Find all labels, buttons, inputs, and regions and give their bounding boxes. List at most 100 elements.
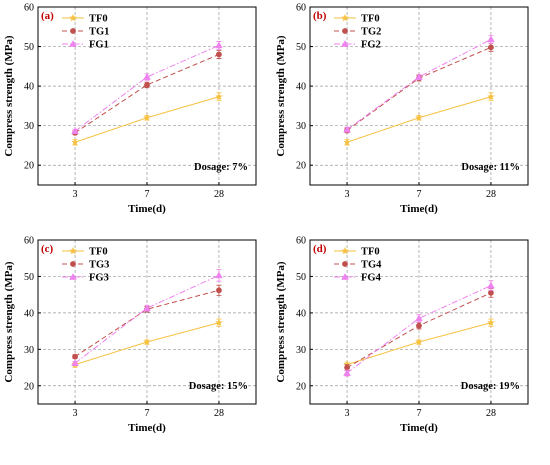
data-point bbox=[216, 51, 222, 58]
data-point bbox=[143, 304, 151, 311]
y-tick-label: 20 bbox=[24, 381, 34, 392]
legend-marker bbox=[70, 261, 76, 267]
chart-panel: 20 30 40 50 60 3 7 28 Time(d) Compress strength (… bbox=[275, 236, 529, 434]
chart-panel: 20 30 40 50 60 3 7 28 Time(d) Compress strength (… bbox=[275, 3, 529, 215]
x-tick-label: 3 bbox=[73, 408, 78, 419]
y-tick-label: 30 bbox=[296, 345, 306, 356]
x-tick-label: 7 bbox=[417, 408, 422, 419]
legend-label: TF0 bbox=[89, 14, 108, 25]
y-tick-label: 40 bbox=[296, 82, 306, 93]
data-point bbox=[343, 369, 351, 376]
legend-marker bbox=[69, 40, 77, 47]
legend-marker bbox=[341, 246, 349, 255]
legend-label: FG1 bbox=[89, 40, 109, 51]
y-tick-label: 40 bbox=[24, 308, 34, 319]
legend-label: FG2 bbox=[361, 40, 381, 51]
dosage-annotation: Dosage: 19% bbox=[461, 381, 520, 392]
y-tick-label: 30 bbox=[24, 345, 34, 356]
y-axis-label: Compress strength (MPa) bbox=[3, 35, 15, 157]
y-axis-label: Compress strength (MPa) bbox=[275, 35, 287, 157]
x-axis-label: Time(d) bbox=[128, 422, 166, 434]
series-TF0 bbox=[71, 92, 223, 146]
data-point bbox=[488, 289, 494, 296]
legend-label: TG4 bbox=[361, 260, 382, 271]
legend-label: TG2 bbox=[361, 27, 381, 38]
legend-label: TF0 bbox=[361, 247, 380, 258]
legend: TF0 TG1 FG1 bbox=[62, 14, 109, 51]
y-axis-label: Compress strength (MPa) bbox=[275, 261, 287, 383]
panel-label: (b) bbox=[313, 10, 327, 22]
x-tick-label: 3 bbox=[345, 189, 350, 200]
x-axis-label: Time(d) bbox=[400, 203, 438, 215]
dosage-annotation: Dosage: 15% bbox=[189, 381, 248, 392]
legend: TF0 TG4 FG4 bbox=[334, 247, 382, 284]
y-tick-label: 20 bbox=[296, 161, 306, 172]
panel-label: (a) bbox=[41, 10, 54, 22]
legend-marker bbox=[341, 13, 349, 22]
data-point bbox=[143, 73, 151, 80]
y-tick-label: 60 bbox=[296, 3, 306, 14]
series-line bbox=[74, 289, 220, 358]
data-point bbox=[343, 138, 352, 146]
panel-label: (c) bbox=[41, 243, 54, 255]
data-point bbox=[487, 35, 495, 43]
y-tick-label: 60 bbox=[24, 3, 34, 14]
data-point bbox=[343, 125, 351, 133]
data-point bbox=[415, 113, 423, 122]
y-tick-label: 50 bbox=[24, 272, 34, 283]
legend-label: FG4 bbox=[361, 273, 382, 284]
data-point bbox=[143, 113, 151, 122]
chart-panel: 20 30 40 50 60 3 7 28 Time(d) Compress strength (… bbox=[3, 236, 257, 434]
data-point bbox=[216, 287, 222, 294]
x-tick-label: 3 bbox=[345, 408, 350, 419]
dosage-annotation: Dosage: 11% bbox=[461, 162, 520, 173]
data-point bbox=[143, 337, 151, 346]
panel-label: (d) bbox=[313, 243, 327, 255]
legend: TF0 TG2 FG2 bbox=[334, 14, 381, 51]
y-tick-label: 20 bbox=[24, 161, 34, 172]
legend-marker bbox=[342, 261, 348, 267]
data-point bbox=[71, 359, 79, 366]
series-FG1 bbox=[71, 41, 223, 135]
x-axis-label: Time(d) bbox=[128, 203, 166, 215]
data-point bbox=[214, 92, 223, 101]
x-tick-label: 3 bbox=[73, 189, 78, 200]
data-point bbox=[416, 322, 422, 329]
series-line bbox=[74, 274, 220, 364]
legend-marker bbox=[69, 246, 77, 255]
legend-label: TG1 bbox=[89, 27, 109, 38]
x-tick-label: 28 bbox=[486, 408, 496, 419]
y-tick-label: 50 bbox=[24, 42, 34, 53]
y-tick-label: 50 bbox=[296, 272, 306, 283]
legend-marker bbox=[341, 40, 349, 47]
data-point bbox=[415, 73, 423, 80]
series-line bbox=[74, 44, 220, 132]
y-tick-label: 60 bbox=[24, 236, 34, 247]
x-tick-label: 28 bbox=[486, 189, 496, 200]
legend-marker bbox=[69, 13, 77, 22]
y-tick-label: 20 bbox=[296, 381, 306, 392]
chart-panel: 20 30 40 50 60 3 7 28 Time(d) Compress strength (… bbox=[3, 3, 257, 215]
legend-label: TF0 bbox=[361, 14, 380, 25]
x-tick-label: 7 bbox=[145, 408, 150, 419]
data-point bbox=[214, 318, 223, 327]
legend-label: FG3 bbox=[89, 273, 109, 284]
x-tick-label: 7 bbox=[417, 189, 422, 200]
series-line bbox=[346, 285, 492, 374]
dosage-annotation: Dosage: 7% bbox=[194, 162, 248, 173]
data-point bbox=[71, 138, 80, 146]
data-point bbox=[144, 82, 150, 88]
legend-label: TG3 bbox=[89, 260, 109, 271]
y-axis-label: Compress strength (MPa) bbox=[3, 261, 15, 383]
legend-marker bbox=[69, 273, 77, 280]
data-point bbox=[215, 271, 223, 279]
y-tick-label: 30 bbox=[296, 121, 306, 132]
data-point bbox=[487, 281, 495, 289]
y-tick-label: 30 bbox=[24, 121, 34, 132]
data-point bbox=[415, 314, 423, 322]
data-point bbox=[486, 92, 495, 101]
series-TF0 bbox=[343, 92, 495, 146]
legend-marker bbox=[341, 273, 349, 280]
